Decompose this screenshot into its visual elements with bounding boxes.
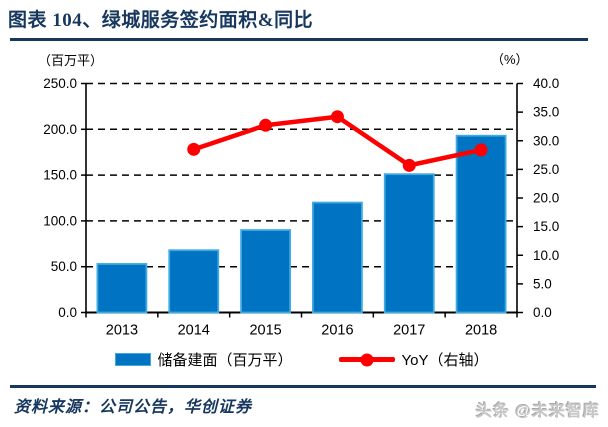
x-axis-label: 2016 bbox=[321, 323, 353, 339]
yoy-line bbox=[191, 114, 484, 168]
legend-line-label: YoY（右轴） bbox=[401, 352, 489, 369]
yoy-point bbox=[187, 142, 201, 156]
bar-2015 bbox=[240, 229, 291, 314]
left-axis-tick-label: 0.0 bbox=[58, 305, 77, 320]
legend-bar-label: 储备建面（百万平） bbox=[157, 352, 293, 369]
left-axis-tick-label: 200.0 bbox=[43, 122, 77, 137]
right-axis-tick-label: 40.0 bbox=[533, 76, 559, 91]
x-axis-label: 2017 bbox=[393, 323, 425, 339]
left-axis-unit-label: （百万平） bbox=[38, 53, 104, 68]
left-axis-tick-label: 100.0 bbox=[43, 213, 77, 228]
yoy-point bbox=[474, 143, 488, 157]
bar-swatch-icon bbox=[114, 353, 151, 366]
left-axis-tick-label: 250.0 bbox=[43, 76, 77, 91]
left-axis-tick-label: 150.0 bbox=[43, 168, 77, 183]
source-note: 资料来源：公司公告，华创证券 bbox=[14, 399, 253, 416]
right-axis-tick-label: 30.0 bbox=[533, 133, 559, 148]
watermark: 头条 @未来智库 bbox=[475, 403, 600, 420]
figure-title: 图表 104、绿城服务签约面积&同比 bbox=[8, 10, 314, 31]
right-axis-tick-label: 35.0 bbox=[533, 105, 559, 120]
footer-divider bbox=[10, 385, 596, 388]
right-axis-tick-label: 10.0 bbox=[533, 248, 559, 263]
line-swatch-icon bbox=[338, 353, 395, 366]
x-axis-label: 2013 bbox=[106, 323, 138, 339]
right-axis-tick-label: 0.0 bbox=[533, 305, 552, 320]
line-marker-icon bbox=[360, 353, 374, 366]
yoy-point bbox=[259, 118, 273, 132]
x-axis-label: 2018 bbox=[465, 323, 497, 339]
legend-item-line[interactable]: YoY（右轴） bbox=[338, 349, 489, 370]
yoy-point bbox=[330, 110, 344, 124]
x-axis-label: 2015 bbox=[249, 323, 281, 339]
right-axis-tick-label: 25.0 bbox=[533, 162, 559, 177]
bar-2018 bbox=[455, 134, 507, 314]
right-axis-tick-label: 5.0 bbox=[533, 276, 552, 291]
bar-2017 bbox=[383, 173, 435, 314]
right-axis-tick-label: 20.0 bbox=[533, 191, 559, 206]
x-axis-label: 2014 bbox=[178, 323, 210, 339]
bar-2014 bbox=[168, 249, 220, 314]
legend-item-bar[interactable]: 储备建面（百万平） bbox=[114, 349, 293, 370]
yoy-point bbox=[402, 158, 416, 172]
right-axis-tick-label: 15.0 bbox=[533, 219, 559, 234]
chart-legend: 储备建面（百万平） YoY（右轴） bbox=[86, 349, 517, 370]
left-axis-tick-label: 50.0 bbox=[51, 259, 77, 274]
title-divider bbox=[10, 38, 588, 41]
bar-2013 bbox=[96, 263, 148, 314]
bar-2016 bbox=[312, 201, 363, 314]
right-axis-unit-label: （%） bbox=[491, 52, 529, 67]
